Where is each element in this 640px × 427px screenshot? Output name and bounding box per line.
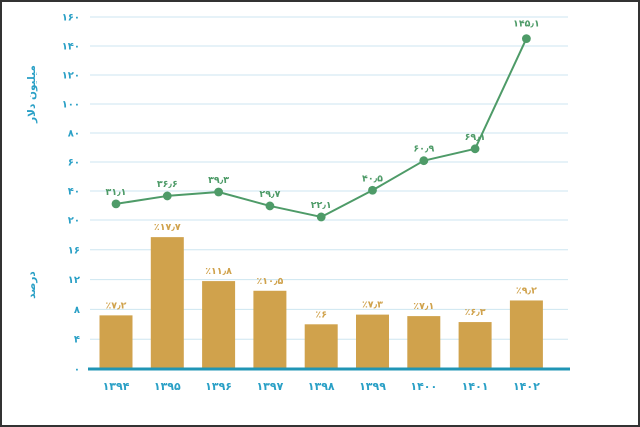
line-point-1394 xyxy=(111,199,121,209)
line-point-label-1394: ۳۱٫۱ xyxy=(106,187,127,198)
x-tick-label-1396: ۱۳۹۶ xyxy=(205,380,232,393)
line-point-1395 xyxy=(162,191,172,201)
y-tick-top-60: ۶۰ xyxy=(68,158,80,169)
bar-1400 xyxy=(407,316,441,369)
bar-1397 xyxy=(253,290,287,369)
x-tick-label-1400: ۱۴۰۰ xyxy=(410,380,437,393)
line-point-1396 xyxy=(214,187,224,197)
bar-1396 xyxy=(202,281,236,369)
y-tick-top-100: ۱۰۰ xyxy=(62,100,80,111)
y-tick-bottom-0: ۰ xyxy=(74,365,80,376)
x-tick-label-1398: ۱۳۹۸ xyxy=(308,380,335,393)
bar-label-1401: ٪۶٫۳ xyxy=(465,307,486,318)
line-point-label-1398: ۲۲٫۱ xyxy=(311,200,332,211)
line-point-label-1401: ۶۹٫۱ xyxy=(465,132,486,143)
y-tick-bottom-4: ۴ xyxy=(74,335,80,346)
line-point-1400 xyxy=(419,156,429,166)
axis-title-million-dollars: میلیون دلار xyxy=(26,65,38,124)
bar-label-1397: ٪۱۰٫۵ xyxy=(257,276,284,287)
bar-label-1400: ٪۷٫۱ xyxy=(413,301,434,312)
bar-label-1399: ٪۷٫۳ xyxy=(362,300,383,311)
bar-1401 xyxy=(458,322,492,369)
x-tick-label-1401: ۱۴۰۱ xyxy=(462,380,489,393)
bar-1395 xyxy=(150,237,184,369)
line-point-label-1397: ۲۹٫۷ xyxy=(259,189,280,200)
bar-1398 xyxy=(304,324,338,369)
y-tick-bottom-16: ۱۶ xyxy=(68,245,80,256)
y-tick-top-160: ۱۶۰ xyxy=(62,13,80,24)
line-point-1398 xyxy=(316,212,326,222)
y-tick-bottom-8: ۸ xyxy=(74,305,80,316)
bar-label-1394: ٪۷٫۲ xyxy=(106,300,127,311)
x-tick-label-1395: ۱۳۹۵ xyxy=(154,380,181,393)
bar-label-1398: ٪۶ xyxy=(315,309,327,320)
y-tick-top-140: ۱۴۰ xyxy=(62,42,80,53)
bar-1399 xyxy=(356,314,389,369)
line-point-label-1399: ۴۰٫۵ xyxy=(362,173,383,184)
line-point-1397 xyxy=(265,201,275,211)
y-tick-bottom-12: ۱۲ xyxy=(68,275,80,286)
x-tick-label-1394: ۱۳۹۴ xyxy=(103,380,130,393)
x-tick-label-1402: ۱۴۰۲ xyxy=(513,380,540,393)
line-point-label-1395: ۳۶٫۶ xyxy=(157,179,178,190)
line-point-1399 xyxy=(368,185,377,195)
line-point-label-1396: ۳۹٫۳ xyxy=(208,175,229,186)
y-tick-top-80: ۸۰ xyxy=(68,129,80,140)
x-tick-label-1397: ۱۳۹۷ xyxy=(256,380,283,393)
axis-title-percent: درصد xyxy=(26,271,38,299)
line-point-label-1400: ۶۰٫۹ xyxy=(413,144,434,155)
line-point-1401 xyxy=(470,144,480,154)
x-tick-label-1399: ۱۳۹۹ xyxy=(359,380,386,393)
bar-1402 xyxy=(509,300,543,369)
bar-label-1402: ٪۹٫۲ xyxy=(516,285,537,296)
line-point-label-1402: ۱۴۵٫۱ xyxy=(513,19,540,30)
y-tick-top-20: ۲۰ xyxy=(68,216,80,227)
y-tick-top-120: ۱۲۰ xyxy=(62,71,80,82)
bar-label-1395: ٪۱۷٫۷ xyxy=(154,222,181,233)
y-tick-top-40: ۴۰ xyxy=(68,187,80,198)
line-point-1402 xyxy=(522,34,531,44)
bar-1394 xyxy=(99,315,133,369)
line-series xyxy=(115,38,528,218)
bar-label-1396: ٪۱۱٫۸ xyxy=(205,266,232,277)
